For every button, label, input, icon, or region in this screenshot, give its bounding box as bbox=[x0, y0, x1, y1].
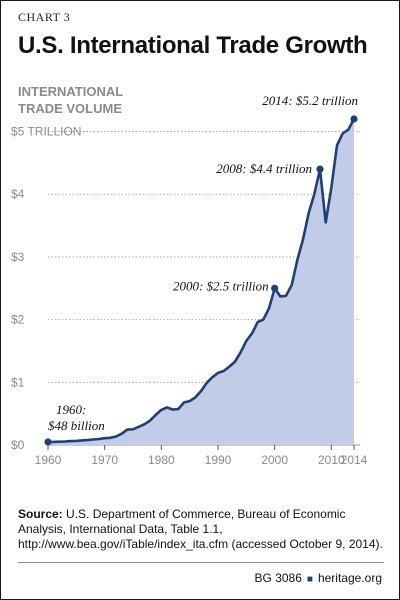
x-tick-label: 1960 bbox=[35, 453, 62, 467]
x-tick-label: 1970 bbox=[91, 453, 118, 467]
site-name: heritage.org bbox=[317, 571, 382, 585]
x-tick-label: 2014 bbox=[341, 453, 368, 467]
trade-volume-area bbox=[48, 119, 354, 445]
data-point-marker bbox=[316, 165, 324, 173]
y-axis-label: INTERNATIONAL TRADE VOLUME bbox=[18, 84, 124, 116]
source-note: Source: U.S. Department of Commerce, Bur… bbox=[18, 507, 384, 552]
x-tick-label: 2010 bbox=[318, 453, 345, 467]
y-tick-label: $2 bbox=[11, 313, 25, 327]
x-tick-label: 1980 bbox=[148, 453, 175, 467]
annotations: 1960:$48 billion 2000: $2.5 trillion 2008:… bbox=[44, 93, 358, 446]
y-tick-label: $4 bbox=[11, 187, 25, 201]
data-point-marker bbox=[44, 438, 52, 446]
y-tick-label: $0 bbox=[11, 438, 25, 452]
footer-divider bbox=[18, 562, 384, 563]
report-code: BG 3086 bbox=[254, 571, 302, 585]
trade-volume-line bbox=[47, 118, 356, 444]
chart-number: CHART 3 bbox=[18, 10, 71, 24]
annotation-label: 2008: $4.4 trillion bbox=[216, 161, 312, 176]
axes: $0 $1 $2 $3 $4 $5 TRILLION 1960 1970 1980 1990 200… bbox=[11, 125, 368, 467]
area-chart: $0 $1 $2 $3 $4 $5 TRILLION 1960 1970 1980 1990 200… bbox=[11, 93, 368, 467]
source-text: U.S. Department of Commerce, Bureau of E… bbox=[18, 507, 383, 551]
y-tick-label: $5 TRILLION bbox=[11, 125, 81, 139]
y-tick-label: $1 bbox=[11, 375, 25, 389]
annotation-label: 2000: $2.5 trillion bbox=[173, 278, 269, 293]
y-tick-label: $3 bbox=[11, 250, 25, 264]
data-point-marker bbox=[271, 284, 279, 292]
annotation-label: 1960: bbox=[56, 402, 86, 417]
separator-square-icon: ■ bbox=[306, 574, 313, 585]
data-point-marker bbox=[350, 115, 358, 123]
annotation-label: $48 billion bbox=[48, 418, 105, 433]
chart-title: U.S. International Trade Growth bbox=[18, 32, 368, 59]
source-label: Source: bbox=[18, 507, 63, 521]
x-tick-label: 1990 bbox=[205, 453, 232, 467]
x-tick-label: 2000 bbox=[261, 453, 288, 467]
footer-credit: BG 3086 ■ heritage.org bbox=[255, 571, 382, 585]
annotation-label: 2014: $5.2 trillion bbox=[262, 93, 358, 108]
